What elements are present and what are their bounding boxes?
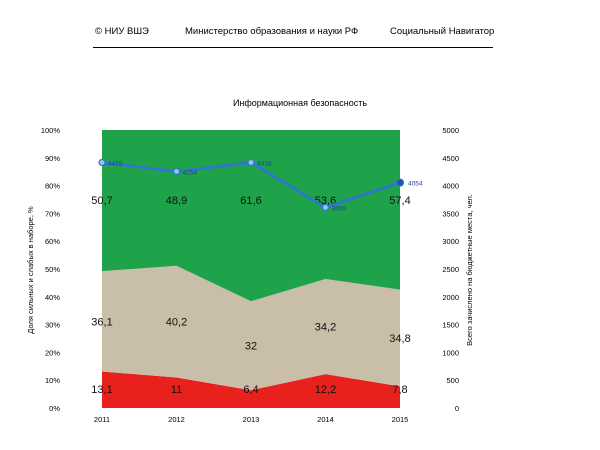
page-header: © НИУ ВШЭ Министерство образования и нау… [0, 26, 600, 42]
right-tick-label: 3500 [442, 209, 459, 218]
label-weak: 6,4 [243, 384, 258, 396]
enrollment-point-label: 4416 [257, 160, 272, 167]
area-layers [102, 130, 400, 408]
chart-title: Информационная безопасность [233, 98, 367, 108]
label-weak: 13,1 [91, 384, 112, 396]
left-tick-label: 60% [45, 237, 60, 246]
left-tick-label: 50% [45, 265, 60, 274]
header-navigator: Социальный Навигатор [390, 26, 495, 37]
x-tick-label: 2011 [94, 415, 110, 424]
label-middle: 34,2 [315, 322, 336, 334]
enrollment-line: 4415 4254 4416 3608 4054 [98, 158, 423, 212]
label-weak: 7,8 [392, 384, 407, 396]
enrollment-point-label: 4054 [408, 181, 423, 188]
right-tick-label: 2000 [442, 293, 459, 302]
header-ministry: Министерство образования и науки РФ [185, 26, 359, 37]
right-axis-title: Всего зачислено на бюджетные места, чел. [465, 194, 474, 346]
enrollment-point [321, 203, 330, 211]
enrollment-point [98, 158, 106, 167]
right-tick-label: 4000 [442, 182, 459, 191]
right-tick-label: 4500 [442, 154, 459, 163]
label-strong: 50,7 [91, 195, 112, 207]
label-middle: 36,1 [91, 316, 112, 328]
x-tick-label: 2015 [392, 415, 409, 424]
x-axis-ticks: 2011 2012 2013 2014 2015 [94, 415, 408, 424]
right-tick-label: 1000 [442, 348, 459, 357]
header-divider [93, 47, 493, 48]
x-tick-label: 2012 [168, 415, 185, 424]
left-tick-label: 80% [45, 182, 60, 191]
right-tick-label: 3000 [442, 237, 459, 246]
left-tick-label: 20% [45, 348, 60, 357]
right-tick-label: 0 [455, 404, 459, 413]
left-tick-label: 70% [45, 209, 60, 218]
right-tick-label: 500 [446, 376, 459, 385]
label-strong: 57,4 [389, 195, 410, 207]
enrollment-point [247, 158, 255, 167]
right-axis-ticks: 0 500 1000 1500 2000 2500 3000 3500 4000 4500 5000 [442, 126, 459, 413]
left-tick-label: 90% [45, 154, 60, 163]
label-middle: 40,2 [166, 317, 187, 329]
label-middle: 32 [245, 341, 257, 353]
label-strong: 61,6 [240, 195, 261, 207]
left-tick-label: 100% [41, 126, 61, 135]
right-tick-label: 2500 [442, 265, 459, 274]
enrollment-point-label: 4254 [183, 169, 198, 176]
x-tick-label: 2014 [317, 415, 334, 424]
label-weak: 11 [171, 384, 182, 396]
enrollment-point [172, 167, 181, 176]
left-axis-ticks: 0% 10% 20% 30% 40% 50% 60% 70% 80% 90% 100% [41, 126, 61, 413]
area-middle [102, 265, 400, 391]
label-middle: 34,8 [389, 333, 410, 345]
label-weak: 12,2 [315, 384, 336, 396]
area-weak [102, 371, 400, 408]
band-data-labels: 13,1 11 6,4 12,2 7,8 36,1 40,2 32 34,2 34,8 50,7 48… [91, 195, 410, 396]
left-tick-label: 40% [45, 293, 60, 302]
enrollment-point-label: 3608 [332, 205, 347, 212]
enrollment-point-label: 4415 [108, 161, 123, 168]
left-tick-label: 10% [45, 376, 60, 385]
left-axis-title: Доля сильных и слабых в наборе, % [26, 206, 35, 334]
label-strong: 48,9 [166, 195, 187, 207]
x-tick-label: 2013 [243, 415, 260, 424]
right-tick-label: 1500 [442, 321, 459, 330]
left-tick-label: 0% [49, 404, 60, 413]
right-tick-label: 5000 [442, 126, 459, 135]
enrollment-point [395, 178, 405, 187]
left-tick-label: 30% [45, 321, 60, 330]
header-copyright: © НИУ ВШЭ [95, 26, 149, 37]
